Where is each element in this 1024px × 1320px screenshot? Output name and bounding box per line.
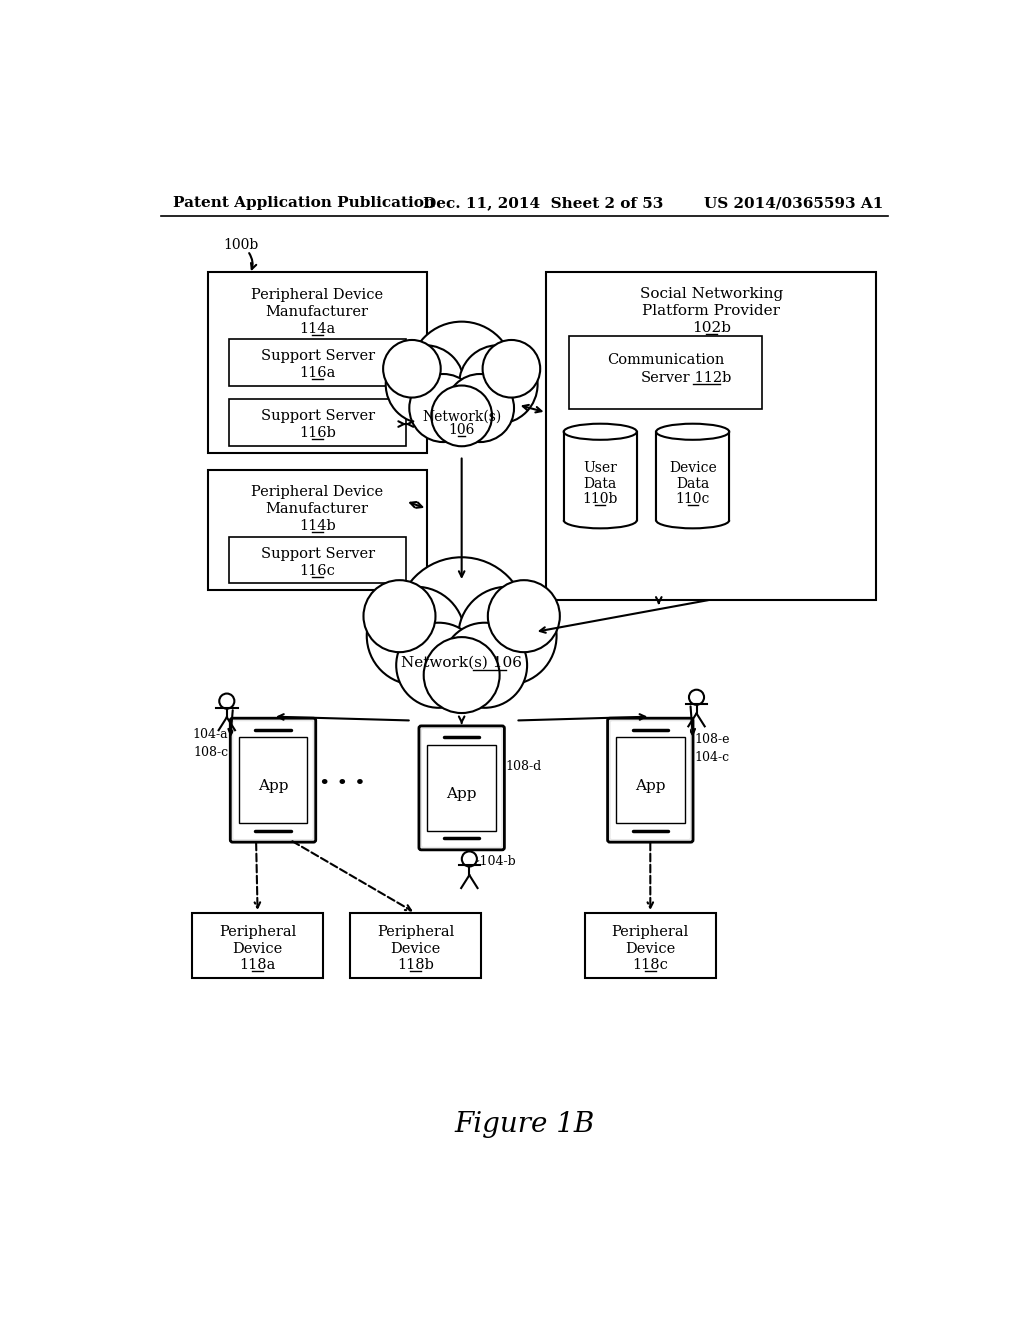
- Text: Data: Data: [676, 477, 710, 491]
- Text: 110c: 110c: [676, 492, 710, 506]
- Text: App: App: [446, 787, 477, 801]
- Bar: [229, 537, 407, 583]
- Bar: [656, 432, 729, 520]
- Text: Platform Provider: Platform Provider: [642, 304, 780, 318]
- Circle shape: [482, 341, 541, 397]
- Text: Device: Device: [626, 942, 676, 956]
- Text: 106: 106: [449, 424, 475, 437]
- Text: US 2014/0365593 A1: US 2014/0365593 A1: [705, 197, 884, 210]
- Text: 100b: 100b: [223, 239, 258, 252]
- Bar: [350, 913, 481, 978]
- Text: App: App: [635, 779, 666, 793]
- Bar: [229, 339, 407, 385]
- Circle shape: [459, 346, 538, 424]
- Text: User: User: [584, 461, 617, 475]
- Circle shape: [410, 322, 514, 426]
- Circle shape: [431, 385, 492, 446]
- Text: Peripheral Device: Peripheral Device: [251, 289, 383, 302]
- FancyBboxPatch shape: [607, 718, 693, 842]
- Text: Support Server: Support Server: [260, 548, 375, 561]
- Circle shape: [386, 346, 464, 424]
- Text: 104-a: 104-a: [193, 727, 228, 741]
- Text: 114b: 114b: [299, 519, 336, 533]
- Bar: [208, 272, 427, 453]
- FancyBboxPatch shape: [419, 726, 505, 850]
- Text: 116b: 116b: [299, 426, 336, 441]
- Bar: [616, 738, 685, 822]
- Text: Device: Device: [669, 461, 717, 475]
- Bar: [239, 738, 307, 822]
- Circle shape: [219, 693, 234, 709]
- Circle shape: [396, 557, 527, 688]
- Ellipse shape: [563, 424, 637, 440]
- Circle shape: [364, 581, 435, 652]
- Text: Support Server: Support Server: [260, 350, 375, 363]
- Circle shape: [367, 586, 465, 685]
- Text: • • •: • • •: [319, 775, 366, 793]
- Text: 114a: 114a: [299, 322, 336, 337]
- Bar: [563, 432, 637, 520]
- Text: Support Server: Support Server: [260, 409, 375, 424]
- Circle shape: [487, 581, 560, 652]
- Text: Peripheral: Peripheral: [219, 925, 296, 940]
- Circle shape: [689, 689, 705, 705]
- Circle shape: [383, 341, 440, 397]
- Circle shape: [459, 586, 557, 685]
- Text: Figure 1B: Figure 1B: [455, 1111, 595, 1138]
- Circle shape: [442, 623, 527, 708]
- Text: Peripheral Device: Peripheral Device: [251, 484, 383, 499]
- Bar: [427, 744, 496, 830]
- Text: Social Networking: Social Networking: [640, 286, 782, 301]
- Circle shape: [424, 638, 500, 713]
- FancyBboxPatch shape: [230, 718, 315, 842]
- Text: 116c: 116c: [300, 564, 336, 578]
- Text: 118a: 118a: [240, 957, 275, 972]
- Text: 112b: 112b: [690, 371, 732, 385]
- Text: Manufacturer: Manufacturer: [266, 305, 369, 319]
- Text: ~104-b: ~104-b: [469, 855, 516, 869]
- Text: App: App: [258, 779, 289, 793]
- Text: Dec. 11, 2014  Sheet 2 of 53: Dec. 11, 2014 Sheet 2 of 53: [423, 197, 664, 210]
- Text: 116a: 116a: [299, 366, 336, 380]
- Text: Server: Server: [641, 371, 690, 385]
- Circle shape: [446, 374, 514, 442]
- Circle shape: [410, 374, 477, 442]
- FancyBboxPatch shape: [610, 721, 690, 840]
- Text: 108-d: 108-d: [506, 760, 542, 774]
- Text: Device: Device: [232, 942, 283, 956]
- Text: Peripheral: Peripheral: [377, 925, 454, 940]
- Text: Device: Device: [390, 942, 440, 956]
- Text: Manufacturer: Manufacturer: [266, 502, 369, 516]
- Text: 104-c: 104-c: [694, 751, 729, 764]
- Text: Network(s): Network(s): [422, 409, 502, 424]
- FancyBboxPatch shape: [233, 721, 312, 840]
- Text: 108-c: 108-c: [194, 746, 228, 759]
- Bar: [585, 913, 716, 978]
- Text: Peripheral: Peripheral: [611, 925, 689, 940]
- Bar: [193, 913, 323, 978]
- Text: 118b: 118b: [397, 957, 434, 972]
- Text: Network(s) 106: Network(s) 106: [401, 656, 522, 669]
- Text: 108-e: 108-e: [694, 733, 730, 746]
- Bar: [208, 470, 427, 590]
- Text: Data: Data: [584, 477, 616, 491]
- FancyBboxPatch shape: [422, 729, 502, 847]
- Bar: [569, 335, 762, 409]
- Text: 118c: 118c: [633, 957, 669, 972]
- Circle shape: [396, 623, 481, 708]
- Text: 102b: 102b: [691, 321, 731, 335]
- Text: 110b: 110b: [583, 492, 617, 506]
- Circle shape: [462, 851, 477, 866]
- Ellipse shape: [656, 424, 729, 440]
- Text: Patent Application Publication: Patent Application Publication: [173, 197, 435, 210]
- Bar: [229, 400, 407, 446]
- Bar: [547, 272, 876, 599]
- Text: Communication: Communication: [607, 354, 724, 367]
